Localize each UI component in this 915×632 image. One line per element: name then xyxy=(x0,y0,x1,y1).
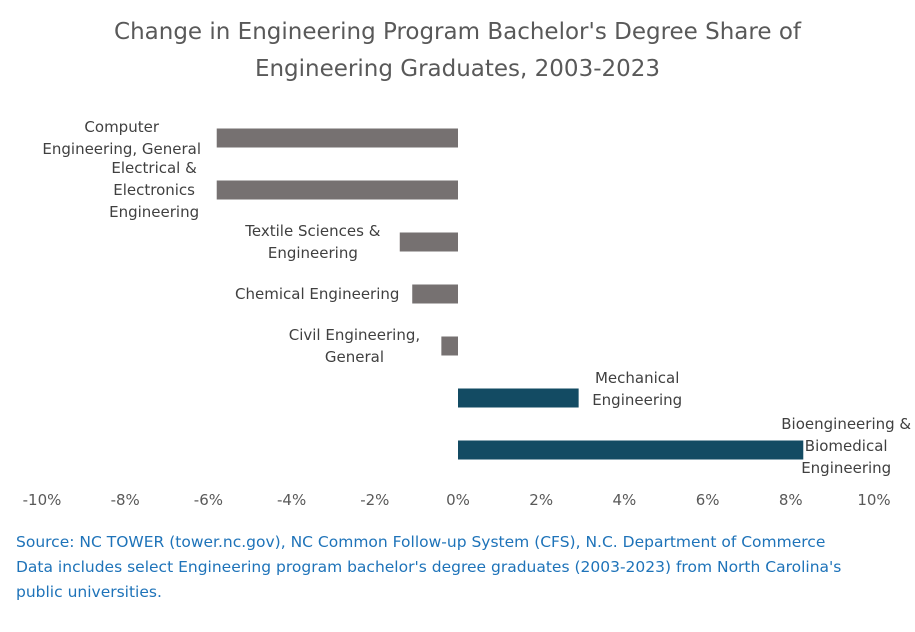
bars-layer xyxy=(216,128,804,460)
x-tick-label-0: -10% xyxy=(23,491,62,509)
category-label-4: Civil Engineering, General xyxy=(289,326,420,366)
chart-title: Change in Engineering Program Bachelor's… xyxy=(0,14,915,88)
chart-title-line-2: Engineering Graduates, 2003-2023 xyxy=(254,56,661,82)
source-line-1: Source: NC TOWER (tower.nc.gov), NC Comm… xyxy=(16,533,826,551)
bar-6 xyxy=(458,440,804,460)
source-line-3: public universities. xyxy=(16,583,162,601)
category-label-3: Chemical Engineering xyxy=(235,285,399,303)
x-tick-label-3: -4% xyxy=(277,491,306,509)
source-note: Source: NC TOWER (tower.nc.gov), NC Comm… xyxy=(16,530,906,605)
x-tick-label-5: 0% xyxy=(446,491,470,509)
x-tick-label-6: 2% xyxy=(529,491,553,509)
source-line-2: Data includes select Engineering program… xyxy=(16,558,842,576)
category-label-1: Electrical & Electronics Engineering xyxy=(109,159,199,221)
category-label-5: Mechanical Engineering xyxy=(592,369,682,409)
bar-2 xyxy=(399,232,458,252)
x-tick-label-10: 10% xyxy=(857,491,890,509)
category-label-2: Textile Sciences & Engineering xyxy=(244,222,380,262)
bar-1 xyxy=(216,180,458,200)
bar-4 xyxy=(441,336,458,356)
category-label-0: Computer Engineering, General xyxy=(42,118,201,158)
x-axis-tick-labels: -10% -8% -6% -4% -2% 0% 2% 4% 6% 8% 10% xyxy=(23,491,891,509)
x-tick-label-7: 4% xyxy=(613,491,637,509)
x-tick-label-9: 8% xyxy=(779,491,803,509)
chart-title-line-1: Change in Engineering Program Bachelor's… xyxy=(114,19,801,45)
x-tick-label-2: -6% xyxy=(194,491,223,509)
bar-5 xyxy=(458,388,579,408)
bar-3 xyxy=(412,284,458,304)
x-tick-label-8: 6% xyxy=(696,491,720,509)
bar-0 xyxy=(216,128,458,148)
x-tick-label-1: -8% xyxy=(111,491,140,509)
category-label-6: Bioengineering & Biomedical Engineering xyxy=(781,415,911,477)
x-tick-label-4: -2% xyxy=(360,491,389,509)
